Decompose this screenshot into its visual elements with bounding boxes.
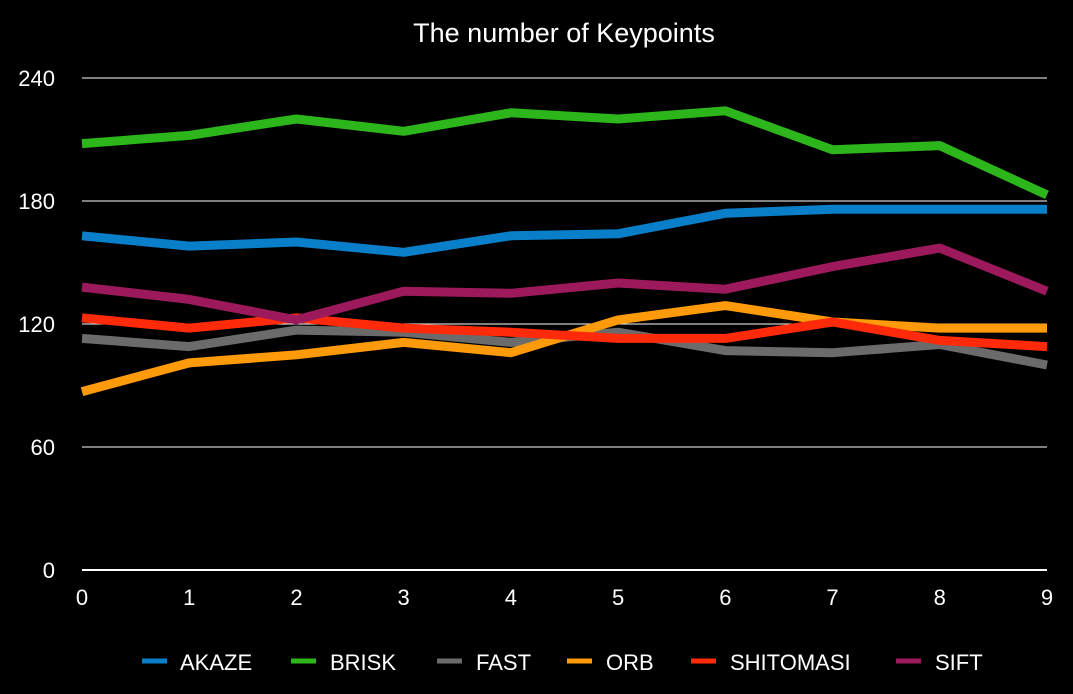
x-tick-label: 9 (1041, 585, 1053, 610)
series-akaze (81, 204, 1048, 257)
y-tick-label: 0 (43, 558, 55, 583)
x-axis-ticks: 0 1 2 3 4 5 6 7 8 9 (76, 585, 1053, 610)
legend-label: AKAZE (180, 650, 252, 675)
x-tick-label: 8 (934, 585, 946, 610)
series-line-brisk (81, 106, 1049, 199)
legend-item-shitomasi: SHITOMASI (691, 650, 851, 675)
series-line-shitomasi (81, 313, 1048, 352)
y-tick-label: 60 (31, 435, 55, 460)
legend-item-brisk: BRISK (291, 650, 396, 675)
legend-label: BRISK (330, 650, 396, 675)
legend-item-sift: SIFT (896, 650, 983, 675)
legend-label: ORB (606, 650, 654, 675)
legend-label: SHITOMASI (730, 650, 851, 675)
y-tick-label: 240 (18, 66, 55, 91)
y-tick-label: 180 (18, 189, 55, 214)
series-line-akaze (81, 204, 1047, 257)
x-tick-label: 7 (826, 585, 838, 610)
series-lines (80, 106, 1049, 396)
y-axis-ticks: 0 60 120 180 240 (18, 66, 55, 583)
x-tick-label: 4 (505, 585, 517, 610)
legend: AKAZE BRISK FAST ORB SHITOMASI SIFT (142, 650, 983, 675)
x-tick-label: 3 (398, 585, 410, 610)
x-tick-label: 0 (76, 585, 88, 610)
legend-item-orb: ORB (567, 650, 654, 675)
legend-label: FAST (476, 650, 531, 675)
x-tick-label: 6 (719, 585, 731, 610)
legend-item-fast: FAST (437, 650, 531, 675)
x-tick-label: 1 (183, 585, 195, 610)
series-brisk (81, 106, 1049, 199)
y-tick-label: 120 (18, 312, 55, 337)
x-tick-label: 5 (612, 585, 624, 610)
chart-title: The number of Keypoints (413, 18, 715, 48)
series-line-sift (81, 243, 1049, 325)
series-sift (81, 243, 1049, 325)
x-tick-label: 2 (290, 585, 302, 610)
legend-item-akaze: AKAZE (142, 650, 252, 675)
legend-label: SIFT (935, 650, 983, 675)
